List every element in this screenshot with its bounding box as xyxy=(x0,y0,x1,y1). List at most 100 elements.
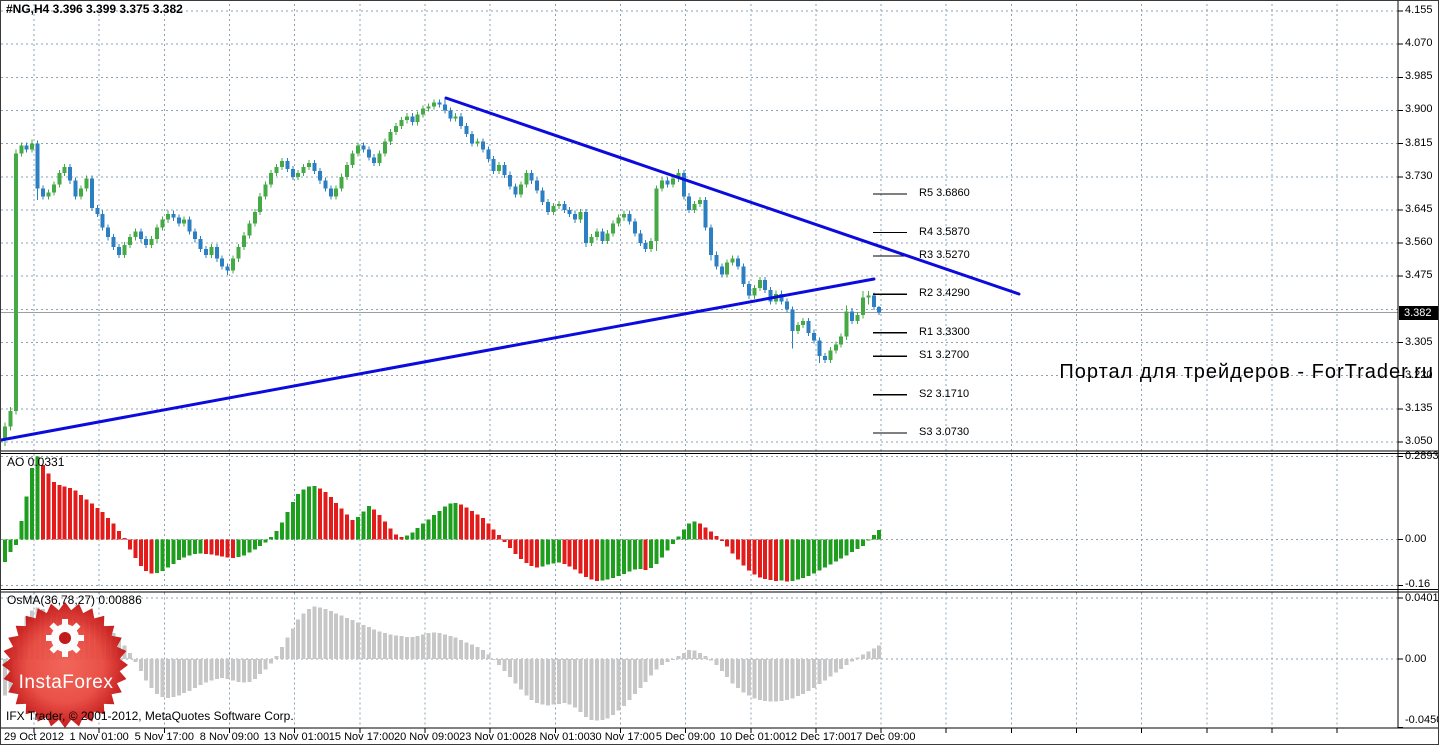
candle xyxy=(269,172,274,185)
candlestick-series[interactable] xyxy=(3,97,882,446)
candle xyxy=(600,231,605,242)
descending-resistance-trendline[interactable] xyxy=(444,96,1021,296)
time-tick-label: 29 Oct 2012 xyxy=(4,731,64,743)
price-tick-label: 3.900 xyxy=(1405,103,1433,116)
candle xyxy=(632,221,637,234)
candle xyxy=(182,219,187,224)
candle xyxy=(779,293,784,302)
pivot-level-label: R1 3.3300 xyxy=(919,325,970,338)
candle xyxy=(35,143,40,189)
price-tick-label: 3.050 xyxy=(1405,434,1433,447)
candle xyxy=(660,180,665,189)
time-tick-label: 30 Nov 17:00 xyxy=(589,731,655,743)
candle xyxy=(703,200,708,228)
time-tick-label: 12 Dec 17:00 xyxy=(784,731,851,743)
ao-axis-label: 0.00 xyxy=(1405,532,1427,545)
time-tick-label: 17 Dec 09:00 xyxy=(850,731,916,743)
current-price-badge: 3.382 xyxy=(1399,306,1438,320)
candle xyxy=(844,311,849,337)
price-tick-label: 3.475 xyxy=(1405,269,1433,282)
ao-axis-label: 0.2893 xyxy=(1405,449,1439,462)
candle xyxy=(763,280,768,290)
candle xyxy=(692,204,697,210)
candle xyxy=(784,301,789,310)
candle xyxy=(285,161,290,169)
instaforex-logo-label: InstaForex xyxy=(18,672,114,693)
candle xyxy=(611,223,616,234)
candle xyxy=(73,180,78,197)
pivot-level-label: S1 3.2700 xyxy=(919,349,970,362)
candle xyxy=(62,167,67,173)
price-tick-label: 3.560 xyxy=(1405,236,1433,249)
candle xyxy=(165,213,170,220)
candle xyxy=(638,233,643,244)
candle xyxy=(502,165,507,175)
candle xyxy=(698,200,703,205)
candle xyxy=(361,145,366,150)
candle xyxy=(535,180,540,191)
candle xyxy=(345,165,350,177)
time-tick-label: 20 Nov 09:00 xyxy=(393,731,460,743)
time-tick-label: 5 Dec 09:00 xyxy=(655,731,716,743)
candle xyxy=(3,426,7,441)
candle xyxy=(507,174,512,187)
candle xyxy=(24,145,29,150)
pivot-level-label: S3 3.0730 xyxy=(919,426,970,438)
candle xyxy=(741,266,746,285)
pivot-level-label: R4 3.5870 xyxy=(919,225,970,238)
price-tick-label: 3.730 xyxy=(1405,169,1433,182)
candle xyxy=(719,266,724,275)
candle xyxy=(225,266,230,271)
candle xyxy=(746,284,751,296)
candle xyxy=(203,248,208,255)
candle xyxy=(426,106,431,109)
price-tick-label: 3.135 xyxy=(1405,401,1433,414)
candle xyxy=(817,340,822,357)
osma-histogram xyxy=(3,606,882,721)
osma-axis-label: -0.04505 xyxy=(1405,714,1438,726)
time-tick-label: 1 Nov 01:00 xyxy=(69,731,129,743)
candle xyxy=(584,211,589,244)
osma-axis-label: 0.00 xyxy=(1405,653,1427,665)
candle xyxy=(605,233,610,242)
candle xyxy=(415,114,420,123)
candle xyxy=(839,336,844,345)
candle xyxy=(323,180,328,189)
candle xyxy=(442,104,447,111)
candle xyxy=(540,190,545,203)
candle xyxy=(589,237,594,244)
candle xyxy=(480,141,485,150)
candle xyxy=(241,235,246,247)
candle xyxy=(220,258,225,267)
candle xyxy=(117,246,122,255)
candle xyxy=(790,309,795,331)
candle xyxy=(801,321,806,325)
candle xyxy=(594,231,599,238)
candle xyxy=(393,126,398,132)
candle xyxy=(377,153,382,164)
candle xyxy=(529,172,534,181)
candle xyxy=(231,258,236,271)
candle xyxy=(795,324,800,331)
osma-indicator-label: OsMA(36,78,27) 0.00886 xyxy=(7,593,142,607)
candle xyxy=(578,211,583,220)
candle xyxy=(236,246,241,259)
candle xyxy=(708,227,713,255)
candle xyxy=(616,217,621,224)
candle xyxy=(209,246,214,255)
candle xyxy=(649,241,654,249)
candle xyxy=(850,311,855,322)
candle xyxy=(122,245,127,255)
price-tick-label: 3.305 xyxy=(1405,335,1433,348)
candle xyxy=(725,262,730,275)
ao-axis-label: -0.16 xyxy=(1405,578,1431,591)
candle xyxy=(8,410,13,427)
candle xyxy=(296,172,301,177)
candle xyxy=(687,196,692,210)
price-tick-label: 3.985 xyxy=(1405,70,1433,83)
platform-copyright: IFX Trader, © 2001-2012, MetaQuotes Soft… xyxy=(6,709,294,723)
ascending-support-trendline[interactable] xyxy=(1,277,876,442)
candle xyxy=(366,149,371,158)
